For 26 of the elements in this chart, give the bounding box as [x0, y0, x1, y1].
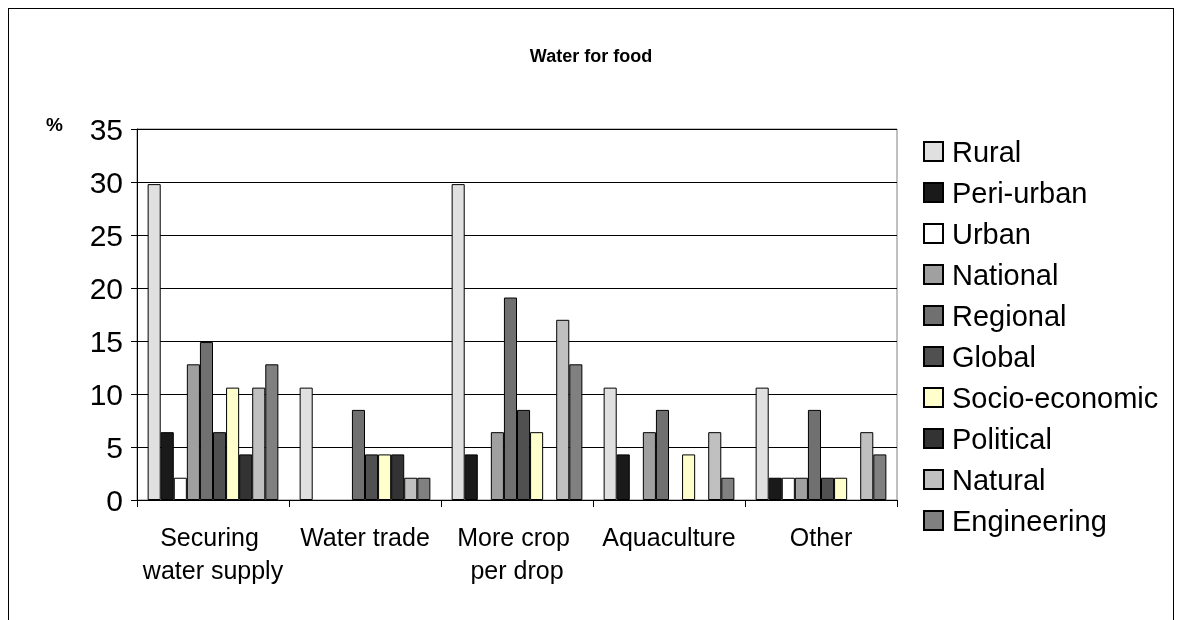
y-tick-label: 0 — [106, 483, 123, 517]
legend-label: Rural — [952, 135, 1022, 168]
y-tick-label: 35 — [89, 112, 123, 146]
legend-label: Peri-urban — [952, 176, 1088, 209]
bar — [682, 454, 696, 500]
y-axis-title: % — [46, 113, 64, 135]
legend-label: Political — [952, 422, 1052, 455]
y-tick-label: 25 — [89, 218, 123, 252]
y-tick-label: 5 — [106, 430, 123, 464]
legend-label: Engineering — [952, 504, 1107, 537]
legend-label: Regional — [952, 299, 1067, 332]
x-tick-label: Securing water supply — [141, 522, 284, 584]
legend-label: Natural — [952, 463, 1046, 496]
legend-label: National — [952, 258, 1059, 291]
legend-label: Global — [952, 340, 1036, 373]
y-tick-label: 20 — [89, 271, 123, 305]
legend-label: Socio-economic — [952, 381, 1159, 414]
y-tick-label: 15 — [89, 324, 123, 358]
x-tick-label: Water trade — [300, 522, 430, 551]
y-tick-label: 10 — [89, 377, 123, 411]
legend-label: Urban — [952, 217, 1031, 250]
x-tick-label: Other — [789, 522, 853, 551]
chart-title: Water for food — [529, 46, 653, 66]
x-tick-label: Aquaculture — [602, 522, 736, 551]
y-tick-label: 30 — [89, 165, 123, 199]
x-tick-label: More crop per drop — [457, 522, 577, 584]
